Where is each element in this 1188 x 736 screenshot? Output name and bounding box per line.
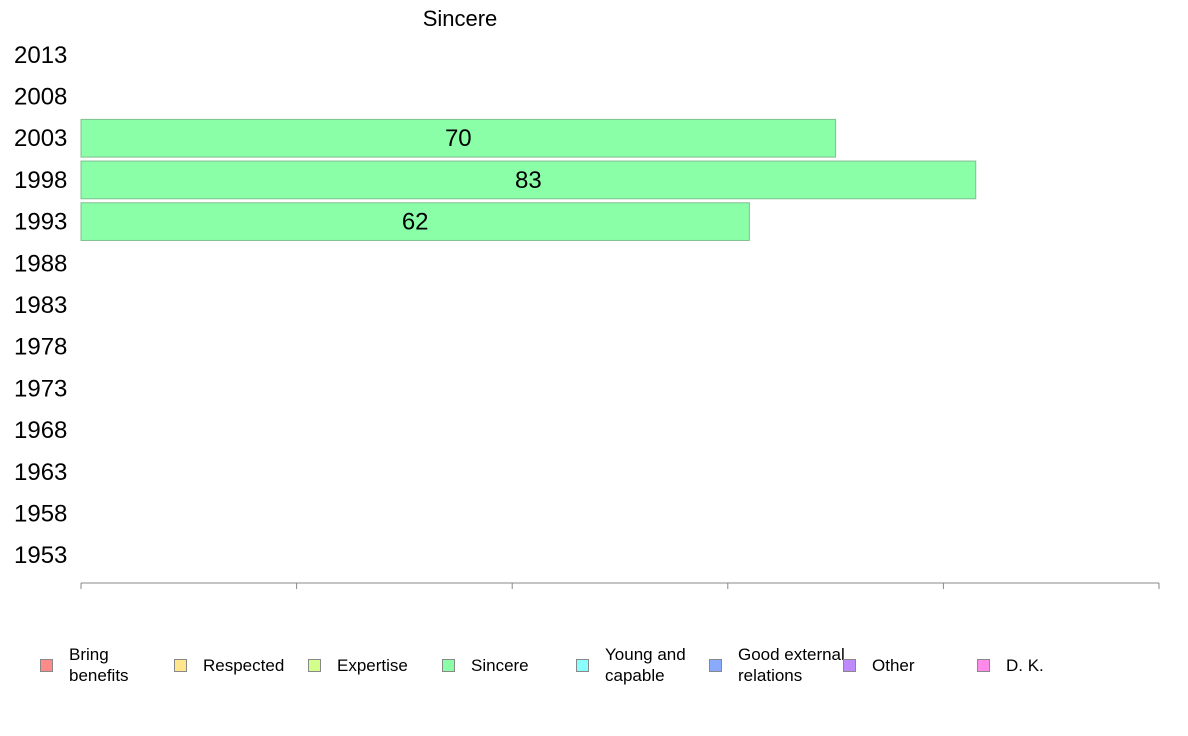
- legend-label: D. K.: [1006, 655, 1044, 675]
- legend-swatch: [174, 658, 187, 672]
- legend-item: Expertise: [308, 632, 427, 698]
- legend-swatch: [40, 658, 53, 672]
- legend: Bring benefits Respected Expertise Since…: [40, 632, 1180, 702]
- legend-swatch: [308, 658, 321, 672]
- legend-label: Good external relations: [738, 645, 845, 685]
- legend-label: Other: [872, 655, 915, 675]
- legend-swatch: [576, 658, 589, 672]
- category-label: 1988: [14, 250, 67, 277]
- data-label: 70: [445, 125, 472, 152]
- category-label: 1958: [14, 500, 67, 527]
- category-label: 1998: [14, 167, 67, 194]
- x-tick-label: 100: [1141, 598, 1176, 600]
- category-label: 2013: [14, 42, 67, 69]
- bar: [80, 118, 837, 158]
- category-label: 1968: [14, 417, 67, 444]
- category-label: 1993: [14, 209, 67, 236]
- legend-label: Expertise: [337, 655, 408, 675]
- legend-item: Sincere: [442, 632, 561, 698]
- legend-label: Bring benefits: [69, 645, 129, 685]
- bar-chart: 2013 2008 2003 1998 1993 1988 1983 1978 1973 1968…: [14, 42, 1177, 600]
- category-label: 1983: [14, 292, 67, 319]
- data-label: 62: [402, 209, 429, 236]
- legend-item: Young and capable: [576, 632, 715, 698]
- legend-item: D. K.: [977, 632, 1096, 698]
- data-label: 83: [515, 167, 542, 194]
- category-label: 1953: [14, 542, 67, 569]
- x-tick-label: 80: [932, 598, 955, 600]
- legend-label: Young and capable: [605, 645, 686, 685]
- category-label: 2008: [14, 84, 67, 111]
- category-label: 1963: [14, 459, 67, 486]
- category-label: 1978: [14, 334, 67, 361]
- legend-label: Respected: [203, 655, 285, 675]
- x-tick-label: 20: [285, 598, 308, 600]
- category-label: 1973: [14, 375, 67, 402]
- x-tick-label: 40: [501, 598, 524, 600]
- x-tick-label: 0: [75, 598, 87, 600]
- legend-swatch: [843, 658, 856, 672]
- legend-item: Respected: [174, 632, 293, 698]
- legend-item: Good external relations: [709, 632, 848, 698]
- x-tick-label: 60: [716, 598, 739, 600]
- chart-title: Sincere: [422, 6, 498, 31]
- legend-swatch: [709, 658, 722, 672]
- category-label: 2003: [14, 125, 67, 152]
- legend-item: Bring benefits: [40, 632, 159, 698]
- bar: [80, 202, 750, 241]
- legend-swatch: [977, 658, 990, 672]
- legend-item: Other: [843, 632, 962, 698]
- legend-label: Sincere: [471, 655, 529, 675]
- bar: [80, 160, 977, 200]
- legend-swatch: [442, 658, 455, 672]
